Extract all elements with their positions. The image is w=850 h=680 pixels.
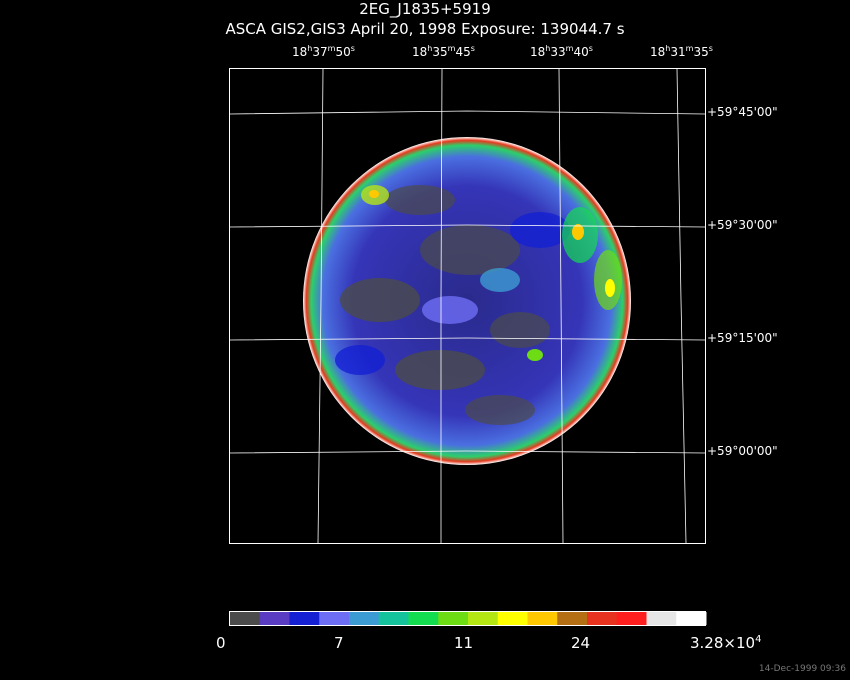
coordinate-grid bbox=[229, 68, 706, 544]
colorbar-frame bbox=[229, 611, 706, 626]
colorbar-swatch bbox=[289, 612, 320, 625]
colorbar-label-0: 0 bbox=[216, 634, 226, 652]
colorbar-swatch bbox=[468, 612, 499, 625]
title-observation: ASCA GIS2,GIS3 April 20, 1998 Exposure: … bbox=[225, 20, 625, 38]
ra-tick-3: 18h33m40s bbox=[530, 44, 593, 59]
title-target: 2EG_J1835+5919 bbox=[359, 0, 491, 18]
colorbar-swatch bbox=[497, 612, 528, 625]
colorbar-swatch bbox=[587, 612, 618, 625]
colorbar-swatch bbox=[378, 612, 409, 625]
colorbar-label-24: 24 bbox=[571, 634, 591, 652]
colorbar-swatch bbox=[408, 612, 439, 625]
ra-tick-1: 18h37m50s bbox=[292, 44, 355, 59]
ra-tick-2: 18h35m45s bbox=[412, 44, 475, 59]
colorbar-swatch bbox=[676, 612, 707, 625]
colorbar-swatch bbox=[646, 612, 677, 625]
colorbar-label-7: 7 bbox=[334, 634, 344, 652]
dec-tick-1: +59°45'00" bbox=[707, 105, 778, 119]
timestamp: 14-Dec-1999 09:36 bbox=[758, 664, 846, 674]
colorbar-label-11: 11 bbox=[454, 634, 474, 652]
colorbar bbox=[230, 612, 707, 625]
ra-tick-4: 18h31m35s bbox=[650, 44, 713, 59]
colorbar-swatch bbox=[527, 612, 558, 625]
dec-tick-2: +59°30'00" bbox=[707, 218, 778, 232]
plot-frame bbox=[229, 68, 706, 544]
colorbar-label-max: 3.28×104 bbox=[690, 634, 762, 652]
colorbar-swatch bbox=[557, 612, 588, 625]
intensity-structure bbox=[335, 185, 622, 425]
dec-tick-4: +59°00'00" bbox=[707, 444, 778, 458]
dec-tick-3: +59°15'00" bbox=[707, 331, 778, 345]
colorbar-swatch bbox=[259, 612, 290, 625]
colorbar-swatch bbox=[349, 612, 380, 625]
colorbar-swatch bbox=[438, 612, 469, 625]
colorbar-swatch bbox=[319, 612, 350, 625]
colorbar-swatch bbox=[616, 612, 647, 625]
colorbar-swatch bbox=[230, 612, 261, 625]
